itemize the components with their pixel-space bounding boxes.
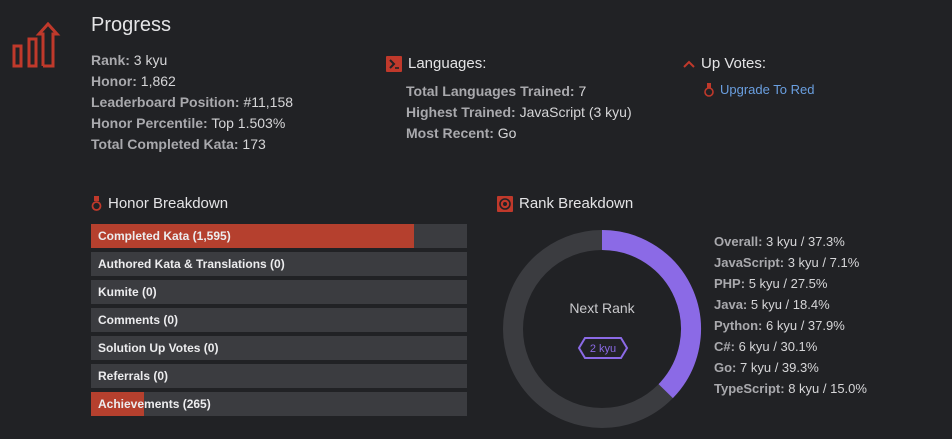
rank-overall: Overall: 3 kyu / 37.3% <box>714 234 845 249</box>
next-rank-badge-text: 2 kyu <box>590 343 616 355</box>
languages-heading: Languages: <box>386 55 486 72</box>
languages-heading-label: Languages: <box>408 55 487 72</box>
target-icon <box>497 195 513 212</box>
honor-bar-fill <box>91 392 144 416</box>
honor-bar: Comments (0) <box>91 308 467 332</box>
honor-bar-label: Comments (0) <box>98 313 179 327</box>
rank-typescript: TypeScript: 8 kyu / 15.0% <box>714 381 867 396</box>
honor-breakdown-label: Honor Breakdown <box>108 195 229 212</box>
honor-bar-label: Completed Kata (1,595) <box>98 229 231 243</box>
lang-highest-trained: Highest Trained: JavaScript (3 kyu) <box>406 104 632 120</box>
terminal-icon <box>386 55 402 72</box>
rank-java: Java: 5 kyu / 18.4% <box>714 297 830 312</box>
rank-php: PHP: 5 kyu / 27.5% <box>714 276 828 291</box>
up-votes-heading-label: Up Votes: <box>701 55 767 72</box>
medal-icon <box>91 196 102 211</box>
rank-csharp: C#: 6 kyu / 30.1% <box>714 339 818 354</box>
rank-breakdown-label: Rank Breakdown <box>519 195 634 212</box>
next-rank-badge: 2 kyu <box>577 337 629 359</box>
honor-bar: Completed Kata (1,595) <box>91 224 467 248</box>
upgrade-to-red-link[interactable]: Upgrade To Red <box>704 82 814 97</box>
honor-bar: Authored Kata & Translations (0) <box>91 252 467 276</box>
rank-go: Go: 7 kyu / 39.3% <box>714 360 819 375</box>
up-votes-heading: Up Votes: <box>683 55 766 72</box>
honor-bar: Solution Up Votes (0) <box>91 336 467 360</box>
honor-bar-label: Authored Kata & Translations (0) <box>98 257 285 271</box>
progress-stats: Rank: 3 kyu Honor: 1,862 Leaderboard Pos… <box>91 50 293 155</box>
stat-leaderboard-position: Leaderboard Position: #11,158 <box>91 94 294 110</box>
honor-bar-label: Achievements (265) <box>98 397 211 411</box>
rank-breakdown-list: Overall: 3 kyu / 37.3% JavaScript: 3 kyu… <box>714 231 867 399</box>
chevron-up-icon <box>683 60 695 68</box>
honor-bar-label: Kumite (0) <box>98 285 157 299</box>
rank-breakdown-heading: Rank Breakdown <box>497 195 633 212</box>
honor-breakdown-heading: Honor Breakdown <box>91 195 228 212</box>
honor-bar-label: Solution Up Votes (0) <box>98 341 219 355</box>
rank-javascript: JavaScript: 3 kyu / 7.1% <box>714 255 860 270</box>
stat-rank: Rank: 3 kyu <box>91 52 168 68</box>
honor-breakdown-bars: Completed Kata (1,595) Authored Kata & Tr… <box>91 224 467 420</box>
honor-bar: Kumite (0) <box>91 280 467 304</box>
rank-progress-donut <box>503 230 701 428</box>
chart-arrow-up-icon <box>12 22 61 68</box>
stat-honor-percentile: Honor Percentile: Top 1.503% <box>91 115 286 131</box>
medal-icon <box>704 82 714 97</box>
next-rank-label: Next Rank <box>569 300 635 316</box>
rank-python: Python: 6 kyu / 37.9% <box>714 318 845 333</box>
honor-bar: Achievements (265) <box>91 392 467 416</box>
upgrade-to-red-label[interactable]: Upgrade To Red <box>720 82 815 97</box>
lang-most-recent: Most Recent: Go <box>406 125 517 141</box>
honor-bar-fill <box>91 224 415 248</box>
languages-list: Total Languages Trained: 7 Highest Train… <box>406 81 632 144</box>
honor-bar: Referrals (0) <box>91 364 467 388</box>
page-title: Progress <box>91 14 172 36</box>
stat-honor: Honor: 1,862 <box>91 73 176 89</box>
stat-total-completed-kata: Total Completed Kata: 173 <box>91 136 266 152</box>
lang-total-trained: Total Languages Trained: 7 <box>406 83 587 99</box>
donut-progress-arc <box>601 230 701 399</box>
honor-bar-label: Referrals (0) <box>98 369 169 383</box>
